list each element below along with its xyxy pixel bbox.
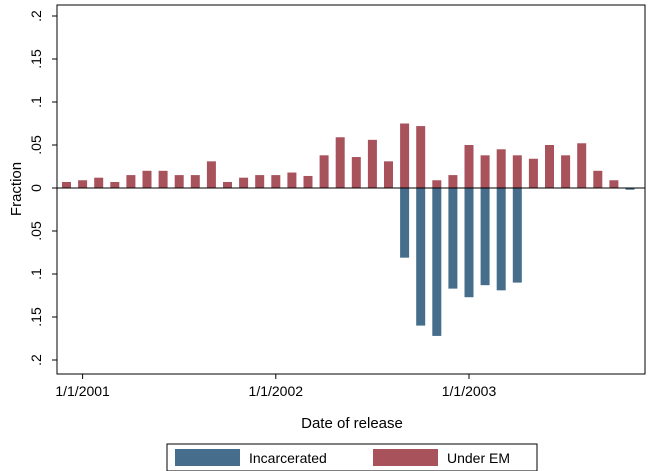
legend-label-incarcerated: Incarcerated bbox=[249, 450, 327, 466]
bar-under-em bbox=[206, 161, 216, 188]
bar-incarcerated bbox=[625, 188, 635, 190]
bar-under-em bbox=[190, 175, 200, 188]
bar-under-em bbox=[142, 170, 152, 188]
bar-incarcerated bbox=[416, 188, 426, 326]
bar-under-em bbox=[78, 180, 88, 188]
x-tick-label: 1/1/2001 bbox=[55, 383, 110, 399]
bar-under-em bbox=[480, 155, 490, 188]
legend-label-under-em: Under EM bbox=[447, 450, 510, 466]
bar-under-em bbox=[239, 177, 249, 188]
bar-under-em bbox=[464, 145, 474, 188]
bar-incarcerated bbox=[480, 188, 490, 286]
bar-under-em bbox=[319, 155, 329, 188]
x-axis-label: Date of release bbox=[301, 415, 403, 432]
bar-incarcerated bbox=[512, 188, 522, 283]
bar-under-em bbox=[496, 149, 506, 188]
y-tick-label: .15 bbox=[28, 307, 44, 327]
axes: .2 .15 .1 .05 0 .05 .1 .15 .2 1/1/2001 1/1/2002 1/1… bbox=[28, 10, 645, 399]
bar-under-em bbox=[303, 175, 313, 188]
bar-under-em bbox=[512, 155, 522, 188]
bar-under-em bbox=[287, 172, 297, 188]
bar-under-em bbox=[62, 181, 71, 188]
plot-area bbox=[56, 4, 646, 375]
y-tick-label: .2 bbox=[28, 354, 44, 366]
bar-incarcerated bbox=[464, 188, 474, 298]
y-tick-label: .2 bbox=[28, 10, 44, 22]
bar-under-em bbox=[432, 180, 442, 188]
y-tick-label: .1 bbox=[28, 96, 44, 108]
y-tick-label: .05 bbox=[28, 221, 44, 241]
bar-under-em bbox=[174, 175, 184, 188]
bar-under-em bbox=[416, 126, 426, 188]
bar-under-em bbox=[158, 170, 168, 188]
bar-under-em bbox=[448, 175, 458, 188]
bar-under-em bbox=[110, 181, 120, 188]
plot-frame bbox=[56, 4, 646, 375]
bar-incarcerated bbox=[400, 188, 410, 258]
legend-frame bbox=[166, 443, 538, 471]
legend-swatch-incarcerated bbox=[175, 449, 240, 466]
bar-under-em bbox=[545, 145, 554, 188]
y-tick-label: .05 bbox=[28, 135, 44, 155]
bar-incarcerated bbox=[496, 188, 506, 291]
bar-under-em bbox=[400, 123, 410, 188]
bar-under-em bbox=[367, 139, 377, 188]
bar-under-em bbox=[384, 161, 393, 188]
bars bbox=[62, 123, 635, 336]
bar-under-em bbox=[335, 137, 345, 188]
y-tick-label: 0 bbox=[28, 184, 44, 192]
y-axis-label: Fraction bbox=[8, 162, 25, 216]
legend-swatch-under-em bbox=[373, 449, 438, 466]
bar-under-em bbox=[126, 175, 136, 188]
bar-under-em bbox=[255, 175, 265, 188]
bar-under-em bbox=[561, 155, 571, 188]
bar-under-em bbox=[609, 180, 619, 188]
bar-under-em bbox=[528, 158, 538, 188]
bar-under-em bbox=[577, 143, 587, 188]
bar-under-em bbox=[94, 177, 104, 188]
bar-incarcerated bbox=[448, 188, 458, 289]
bar-incarcerated bbox=[432, 188, 442, 336]
y-tick-label: .15 bbox=[28, 49, 44, 69]
bar-under-em bbox=[271, 175, 281, 188]
y-tick-label: .1 bbox=[28, 268, 44, 280]
x-tick-label: 1/1/2002 bbox=[249, 383, 304, 399]
bar-under-em bbox=[223, 181, 232, 188]
x-tick-label: 1/1/2003 bbox=[442, 383, 497, 399]
bar-under-em bbox=[593, 170, 603, 188]
legend: Incarcerated Under EM bbox=[166, 443, 538, 471]
bar-under-em bbox=[351, 157, 361, 188]
